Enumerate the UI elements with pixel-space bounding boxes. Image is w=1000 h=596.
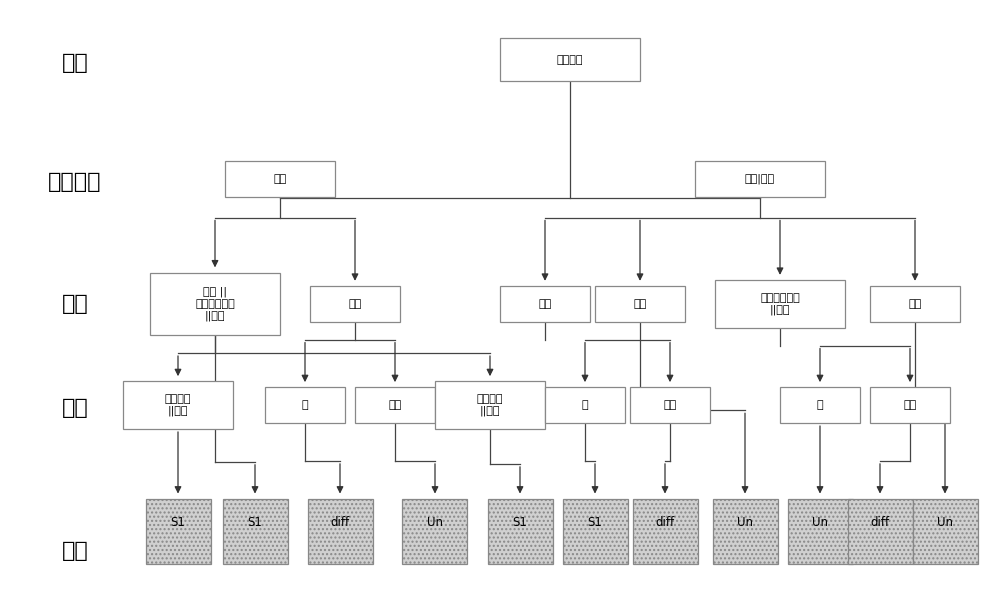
Text: 名称相同: 名称相同 — [557, 55, 583, 64]
Text: 道路名称相同
||相似: 道路名称相同 ||相似 — [760, 293, 800, 315]
Text: diff: diff — [330, 516, 350, 529]
Bar — [310, 286, 400, 322]
Bar — [308, 499, 372, 564]
Text: 相同 ||
道路名称相同
||相似: 相同 || 道路名称相同 ||相似 — [195, 287, 235, 321]
Bar — [545, 387, 625, 423]
Text: Un: Un — [812, 516, 828, 529]
Bar — [595, 286, 685, 322]
Bar — [633, 499, 698, 564]
Text: diff: diff — [655, 516, 675, 529]
Bar — [265, 387, 345, 423]
Text: 其他: 其他 — [663, 401, 677, 410]
Text: Un: Un — [427, 516, 443, 529]
Text: 地址: 地址 — [62, 294, 88, 314]
Text: 其他: 其他 — [388, 401, 402, 410]
Bar — [912, 499, 978, 564]
Bar — [435, 381, 545, 429]
Text: 远: 远 — [817, 401, 823, 410]
Text: 远: 远 — [302, 401, 308, 410]
Text: S1: S1 — [588, 516, 602, 529]
Bar — [402, 499, 467, 564]
Bar — [695, 161, 825, 197]
Bar — [712, 499, 778, 564]
Text: 完全相同
||相同: 完全相同 ||相同 — [165, 394, 191, 417]
Text: 结果: 结果 — [62, 541, 88, 561]
Bar — [562, 499, 628, 564]
Text: 远: 远 — [582, 401, 588, 410]
Bar — [222, 499, 288, 564]
Bar — [123, 381, 233, 429]
Text: 电话号码: 电话号码 — [48, 172, 102, 192]
Text: Un: Un — [737, 516, 753, 529]
Bar — [150, 273, 280, 335]
Text: 未知|不同: 未知|不同 — [745, 173, 775, 184]
Text: 相同: 相同 — [273, 174, 287, 184]
Bar — [630, 387, 710, 423]
Text: 完全相同
||相同: 完全相同 ||相同 — [477, 394, 503, 417]
Bar — [788, 499, 852, 564]
Text: 其他: 其他 — [348, 299, 362, 309]
Bar — [780, 387, 860, 423]
Text: 其他: 其他 — [903, 401, 917, 410]
Bar — [715, 280, 845, 328]
Bar — [146, 499, 210, 564]
Text: S1: S1 — [513, 516, 527, 529]
Bar — [870, 387, 950, 423]
Text: S1: S1 — [248, 516, 262, 529]
Text: 相同: 相同 — [538, 299, 552, 309]
Bar — [870, 286, 960, 322]
Bar — [488, 499, 552, 564]
Text: diff: diff — [870, 516, 890, 529]
Text: 名称: 名称 — [62, 52, 88, 73]
Bar — [848, 499, 912, 564]
Text: S1: S1 — [171, 516, 185, 529]
Text: 不同: 不同 — [633, 299, 647, 309]
Bar — [500, 286, 590, 322]
Text: 其他: 其他 — [908, 299, 922, 309]
Text: Un: Un — [937, 516, 953, 529]
Text: 坐标: 坐标 — [62, 398, 88, 418]
Bar — [225, 161, 335, 197]
Bar — [500, 38, 640, 81]
Bar — [355, 387, 435, 423]
